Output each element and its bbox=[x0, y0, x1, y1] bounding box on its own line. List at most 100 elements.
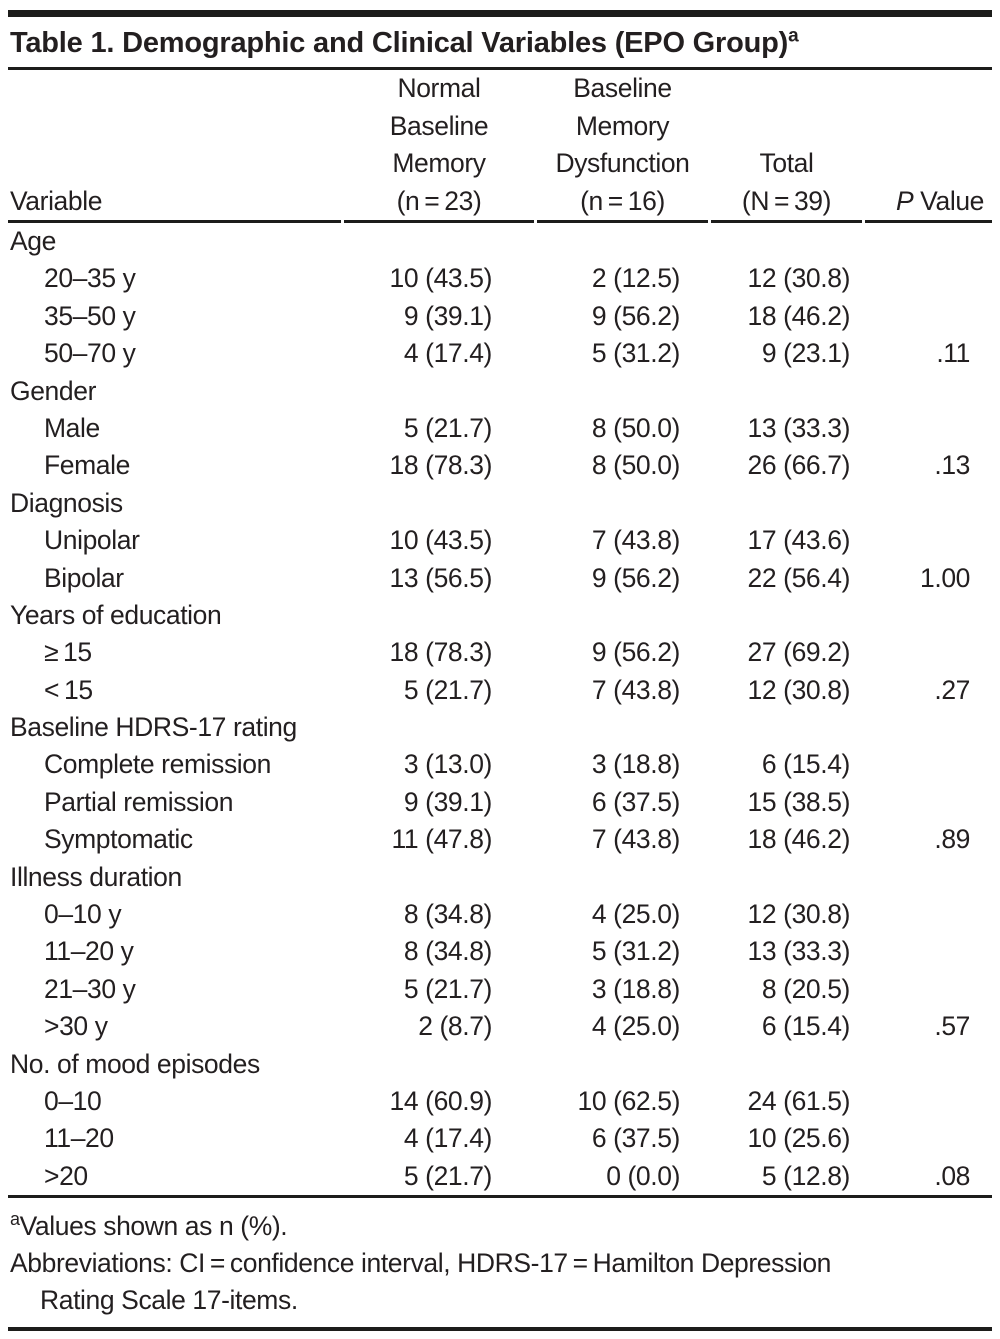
column-header-total: Total (N = 39) bbox=[711, 70, 862, 223]
table-cell: 5 (21.7) bbox=[403, 412, 493, 443]
table-cell: 18 (46.2) bbox=[747, 824, 851, 855]
table-cell bbox=[865, 634, 992, 671]
table-title: Table 1. Demographic and Clinical Variab… bbox=[8, 17, 992, 67]
table-cell: 18 (46.2) bbox=[747, 300, 851, 331]
table-cell: 10 (43.5) bbox=[389, 263, 493, 294]
table-cell: 9 (56.2) bbox=[591, 300, 681, 331]
table-cell: 12 (30.8) bbox=[747, 674, 851, 705]
table-cell: 9 (56.2) bbox=[591, 562, 681, 593]
footnote-abbreviations-line-2: Rating Scale 17-items. bbox=[40, 1285, 298, 1316]
table-cell bbox=[711, 709, 862, 746]
table-footnotes: aValues shown as n (%). Abbreviations: C… bbox=[8, 1198, 992, 1327]
table-cell bbox=[537, 859, 708, 896]
table-cell: 13 (33.3) bbox=[747, 412, 851, 443]
table-cell: 4 (17.4) bbox=[403, 1123, 493, 1154]
table-cell: 9 (56.2) bbox=[591, 637, 681, 668]
table-cell: 14 (60.9) bbox=[389, 1085, 493, 1116]
table-cell: 5 (12.8) bbox=[761, 1160, 851, 1191]
table-cell: 12 (30.8) bbox=[747, 899, 851, 930]
table-cell: 18 (78.3) bbox=[389, 637, 493, 668]
row-category-label: Diagnosis bbox=[10, 487, 123, 518]
row-label: 20–35 y bbox=[44, 263, 136, 294]
column-header-line: Dysfunction bbox=[555, 148, 690, 178]
column-header-line: (n = 16) bbox=[580, 185, 665, 216]
table-cell: 4 (17.4) bbox=[403, 338, 493, 369]
table-cell: 8 (50.0) bbox=[591, 450, 681, 481]
row-label: Female bbox=[44, 450, 130, 481]
table-cell: .27 bbox=[934, 674, 970, 705]
column-header-line: Baseline bbox=[573, 73, 672, 103]
table-cell: 7 (43.8) bbox=[591, 824, 681, 855]
table-cell: 9 (39.1) bbox=[403, 786, 493, 817]
table-cell bbox=[865, 223, 992, 260]
table-cell: 7 (43.8) bbox=[591, 525, 681, 556]
table-cell: 7 (43.8) bbox=[591, 674, 681, 705]
table-cell: 5 (21.7) bbox=[403, 973, 493, 1004]
row-label: Bipolar bbox=[44, 562, 124, 593]
table-cell: 24 (61.5) bbox=[747, 1085, 851, 1116]
table-bottom-rule bbox=[8, 1327, 992, 1332]
row-label: Unipolar bbox=[44, 525, 140, 556]
column-header-normal-baseline-memory: Normal Baseline Memory (n = 23) bbox=[344, 70, 534, 223]
table-cell bbox=[865, 298, 992, 335]
table-cell: 6 (15.4) bbox=[761, 749, 851, 780]
table-header-row: Variable Normal Baseline Memory (n = 23) Base… bbox=[8, 70, 992, 223]
table-cell: 0 (0.0) bbox=[606, 1160, 680, 1191]
row-label: 50–70 y bbox=[44, 338, 136, 369]
table-cell bbox=[865, 746, 992, 783]
table-cell bbox=[537, 485, 708, 522]
table-cell: 10 (25.6) bbox=[747, 1123, 851, 1154]
table-cell bbox=[865, 260, 992, 297]
table-cell bbox=[865, 1120, 992, 1157]
footnote-values: aValues shown as n (%). bbox=[10, 1208, 992, 1245]
table-cell: .11 bbox=[936, 338, 970, 369]
row-category-label: Baseline HDRS-17 rating bbox=[10, 712, 297, 743]
table-cell bbox=[865, 859, 992, 896]
row-category-label: Gender bbox=[10, 375, 96, 406]
table-cell: 15 (38.5) bbox=[747, 786, 851, 817]
table-cell: .08 bbox=[934, 1160, 970, 1191]
table-cell bbox=[865, 1046, 992, 1083]
row-label: Male bbox=[44, 412, 100, 443]
row-label: 35–50 y bbox=[44, 300, 136, 331]
footnote-values-text: Values shown as n (%). bbox=[19, 1211, 288, 1242]
table-cell: 3 (13.0) bbox=[403, 749, 493, 780]
table-cell: 5 (21.7) bbox=[403, 1160, 493, 1191]
table-cell: 11 (47.8) bbox=[391, 824, 493, 855]
column-header-line: Memory bbox=[575, 110, 670, 141]
table-cell bbox=[537, 223, 708, 260]
column-header-line: P Value bbox=[895, 185, 984, 216]
row-label: >30 y bbox=[44, 1011, 108, 1042]
column-header-line: Total bbox=[759, 148, 814, 178]
column-header-line: (n = 23) bbox=[396, 185, 482, 216]
table-cell: 2 (12.5) bbox=[591, 263, 681, 294]
table-body: Age 20–35 y 10 (43.5) 2 (12.5) 12 (30.8) 35–5… bbox=[8, 223, 992, 1195]
table-cell: 22 (56.4) bbox=[747, 562, 851, 593]
table-cell bbox=[865, 522, 992, 559]
table-cell: 13 (56.5) bbox=[389, 562, 493, 593]
table-cell: .57 bbox=[934, 1011, 970, 1042]
row-label: >20 bbox=[44, 1160, 88, 1191]
table-cell: 9 (23.1) bbox=[761, 338, 851, 369]
table-cell bbox=[537, 597, 708, 634]
row-label: Partial remission bbox=[44, 786, 234, 817]
column-header-line: Variable bbox=[10, 185, 103, 216]
table-cell: 6 (37.5) bbox=[591, 786, 681, 817]
table-cell bbox=[344, 485, 534, 522]
footnote-superscript: a bbox=[10, 1209, 20, 1230]
table-cell bbox=[711, 223, 862, 260]
table-cell bbox=[344, 597, 534, 634]
table-cell bbox=[344, 1046, 534, 1083]
table-cell: 27 (69.2) bbox=[747, 637, 851, 668]
column-header-variable: Variable bbox=[8, 70, 341, 223]
table-cell bbox=[865, 373, 992, 410]
table-cell bbox=[344, 223, 534, 260]
table-cell bbox=[537, 1046, 708, 1083]
table-cell bbox=[865, 896, 992, 933]
table-cell bbox=[711, 859, 862, 896]
table-cell bbox=[865, 784, 992, 821]
table-body-end-rule bbox=[8, 1195, 992, 1199]
row-label: 0–10 bbox=[44, 1085, 102, 1116]
column-header-line: Baseline bbox=[389, 110, 489, 141]
